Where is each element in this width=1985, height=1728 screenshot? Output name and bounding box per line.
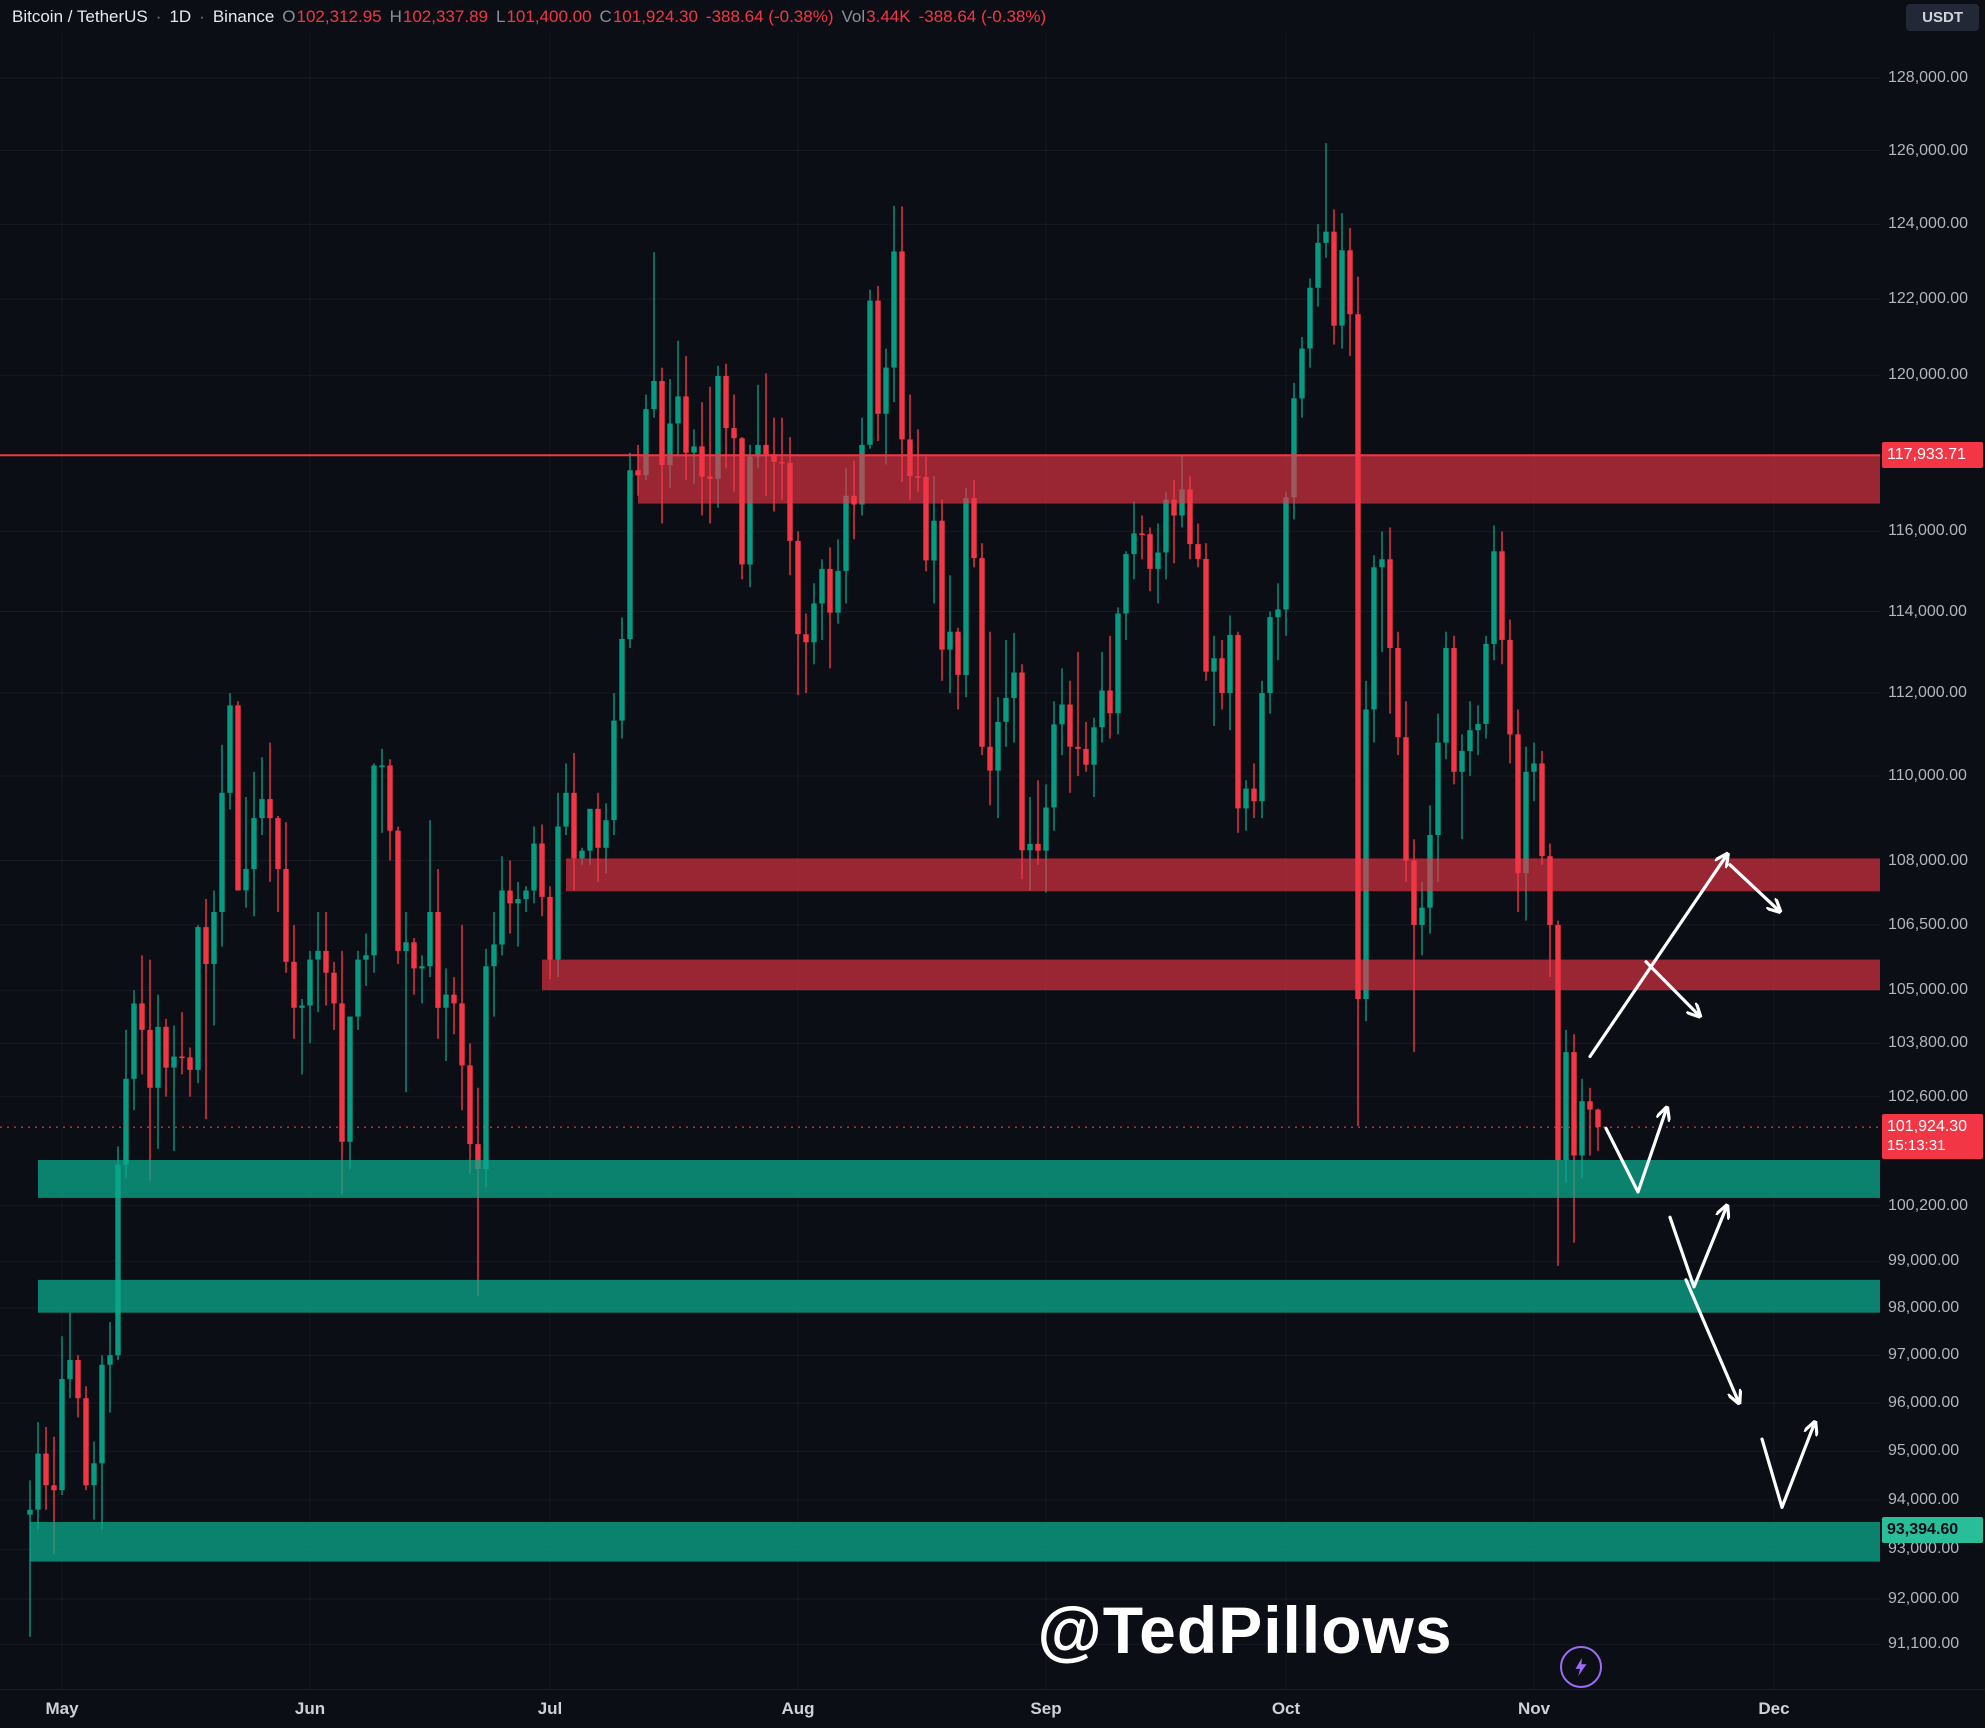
price-tick: 92,000.00 [1888,1590,1960,1607]
candles-layer [27,143,1601,1637]
separator-dot: · [199,7,205,26]
last-price-label: 101,924.30 15:13:31 [1882,1114,1983,1159]
ohlc-low: L 101,400.00 [495,7,592,26]
projection-arrows-layer [1588,856,1814,1509]
interval-label[interactable]: 1D [169,7,192,26]
bounce-in-demand-3[interactable] [1760,1425,1814,1509]
price-tick: 128,000.00 [1888,69,1969,86]
separator-dot: · [155,7,162,26]
change-value: -388.64 (-0.38%) [705,7,834,26]
supply-zone-108k[interactable] [566,858,1880,892]
ohlc-high: H 102,337.89 [389,7,488,26]
bounce-in-demand-1[interactable] [1604,1110,1666,1194]
month-tick-sep: Sep [1030,1699,1062,1718]
supply-zone-105k[interactable] [542,959,1880,991]
price-tick: 124,000.00 [1888,215,1969,233]
zones-layer [30,455,1880,1562]
exchange-name[interactable]: Binance [212,7,275,26]
month-tick-nov: Nov [1517,1699,1551,1718]
price-tick: 112,000.00 [1888,684,1967,701]
month-tick-may: May [45,1699,79,1718]
price-axis[interactable]: 117,933.71 101,924.30 15:13:31 93,394.60… [1880,0,1985,1690]
price-tick: 96,000.00 [1888,1394,1960,1411]
price-tick: 95,000.00 [1888,1442,1960,1460]
chart-header: Bitcoin / TetherUS · 1D · Binance O 102,… [0,0,1875,34]
month-tick-jul: Jul [537,1699,563,1718]
currency-toggle-button[interactable]: USDT [1906,4,1979,31]
price-tick: 98,000.00 [1888,1299,1960,1316]
month-tick-jun: Jun [294,1699,326,1718]
projection-up-to-supply[interactable] [1588,856,1726,1059]
breakdown-to-96k[interactable] [1684,1278,1738,1401]
month-tick-dec: Dec [1758,1699,1790,1718]
ohlc-close: C 101,924.30 [599,7,698,26]
price-tick: 126,000.00 [1888,141,1969,159]
demand-zone-101k[interactable] [38,1160,1880,1198]
volume: Vol 3.44K [841,7,911,26]
time-axis[interactable]: May Jun Jul Aug Sep Oct Nov Dec [0,1689,1985,1728]
bounce-in-demand-2[interactable] [1668,1208,1726,1289]
price-tick: 97,000.00 [1888,1346,1960,1364]
price-tick: 114,000.00 [1888,602,1967,620]
price-tick: 91,100.00 [1888,1635,1960,1653]
month-tick-oct: Oct [1271,1699,1301,1718]
price-tick: 100,200.00 [1888,1196,1969,1214]
lightning-boost-icon[interactable] [1560,1646,1602,1688]
price-tick: 105,000.00 [1888,981,1969,999]
rejection-from-105k-zone[interactable] [1644,960,1698,1015]
lightning-glyph [1575,1657,1587,1677]
month-tick-aug: Aug [781,1699,815,1718]
change-value-2: -388.64 (-0.38%) [918,7,1047,26]
demand-zone-price-label: 93,394.60 [1882,1516,1983,1543]
price-tick: 108,000.00 [1888,851,1969,869]
price-tick: 120,000.00 [1888,366,1969,384]
bar-countdown: 15:13:31 [1887,1137,1946,1155]
price-tick: 116,000.00 [1888,522,1967,540]
price-tick: 99,000.00 [1888,1252,1960,1270]
price-tick: 103,800.00 [1888,1034,1969,1052]
supply-zone-118k[interactable] [638,455,1880,504]
price-tick: 102,600.00 [1888,1087,1969,1105]
price-tick: 93,000.00 [1888,1540,1960,1558]
price-tick: 106,500.00 [1888,915,1969,933]
symbol-name[interactable]: Bitcoin / TetherUS [12,7,148,26]
rejection-from-supply[interactable] [1728,863,1778,910]
resistance-price-label: 117,933.71 [1882,442,1983,469]
price-tick: 122,000.00 [1888,290,1969,308]
price-tick: 94,000.00 [1888,1490,1960,1508]
watermark: @TedPillows [1037,1593,1453,1667]
demand-zone-98k[interactable] [38,1279,1880,1313]
demand-zone-93k[interactable] [30,1522,1880,1562]
price-tick: 110,000.00 [1888,767,1967,784]
ohlc-open: O 102,312.95 [282,7,382,26]
